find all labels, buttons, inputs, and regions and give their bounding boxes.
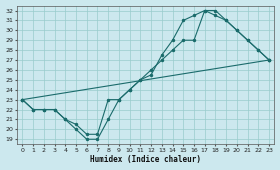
- X-axis label: Humidex (Indice chaleur): Humidex (Indice chaleur): [90, 155, 201, 164]
